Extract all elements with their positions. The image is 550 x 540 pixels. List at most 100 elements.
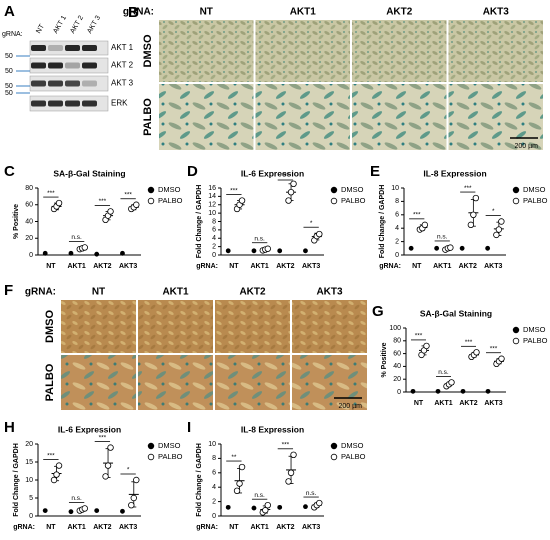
micrograph xyxy=(61,355,136,410)
lane-label: AKT 3 xyxy=(86,15,102,35)
micrograph xyxy=(255,20,350,82)
palbo-point xyxy=(447,244,454,251)
significance-label: n.s. xyxy=(306,490,317,497)
x-tick-label: AKT1 xyxy=(67,524,85,531)
dmso-point xyxy=(94,251,100,257)
palbo-point xyxy=(107,208,114,215)
panel-letter: D xyxy=(187,163,198,180)
y-tick-label: 80 xyxy=(25,185,33,192)
chart-title: SA-β-Gal Staining xyxy=(53,168,125,178)
y-tick-label: 20 xyxy=(25,441,33,448)
y-tick-label: 4 xyxy=(212,484,216,491)
y-tick-label: 60 xyxy=(393,350,401,357)
y-tick-label: 10 xyxy=(208,210,216,217)
significance-label: *** xyxy=(464,185,472,192)
legend-marker xyxy=(147,442,155,450)
palbo-point xyxy=(104,462,112,469)
significance-label: n.s. xyxy=(254,235,265,242)
row-label: DMSO xyxy=(142,34,154,67)
x-tick-label: AKT1 xyxy=(433,263,451,270)
legend-marker xyxy=(330,197,338,205)
size-marker: 50 xyxy=(5,90,13,97)
column-label: NT xyxy=(92,287,105,298)
micrograph xyxy=(448,20,543,82)
chart-title: IL-6 Expression xyxy=(58,424,121,434)
dmso-point xyxy=(42,250,48,256)
micrograph xyxy=(138,300,213,353)
x-tick-label: NT xyxy=(46,524,56,531)
x-prefix: gRNA: xyxy=(196,524,218,531)
panel-letter: H xyxy=(4,419,15,436)
gRNA-label: gRNA: xyxy=(25,287,56,298)
palbo-point xyxy=(55,462,63,469)
palbo-point xyxy=(238,463,246,471)
palbo-point xyxy=(472,194,480,202)
dmso-point xyxy=(485,245,491,251)
dmso-point xyxy=(225,248,231,254)
palbo-point xyxy=(423,342,430,350)
column-label: NT xyxy=(200,7,213,18)
y-axis-label: % Positive xyxy=(13,204,20,239)
palbo-point xyxy=(290,180,297,188)
x-tick-label: NT xyxy=(46,263,56,270)
y-tick-label: 40 xyxy=(393,363,401,370)
x-tick-label: AKT2 xyxy=(459,263,477,270)
palbo-point xyxy=(285,197,292,204)
y-tick-label: 4 xyxy=(212,235,216,242)
y-tick-label: 10 xyxy=(208,441,216,448)
significance-label: *** xyxy=(413,212,421,219)
band-label: AKT 2 xyxy=(111,61,134,70)
palbo-point xyxy=(107,444,114,451)
dmso-point xyxy=(277,504,283,510)
x-tick-label: AKT2 xyxy=(93,524,111,531)
dmso-point xyxy=(410,388,416,394)
x-tick-label: NT xyxy=(414,400,424,407)
dmso-point xyxy=(303,504,308,510)
chart-title: IL-8 Expression xyxy=(423,168,486,178)
y-axis-label: Fold Change / GAPDH xyxy=(196,185,203,259)
size-marker: 50 xyxy=(5,83,13,90)
legend-label: PALBO xyxy=(158,196,183,205)
significance-label: n.s. xyxy=(438,369,449,376)
blot-band xyxy=(82,62,97,69)
significance-label: *** xyxy=(124,191,132,198)
dmso-point xyxy=(68,250,74,256)
palbo-point xyxy=(50,476,58,484)
blot-band xyxy=(65,45,80,51)
y-tick-label: 4 xyxy=(395,225,399,232)
dmso-point xyxy=(435,388,441,394)
chart-title: SA-β-Gal Staining xyxy=(420,308,492,318)
legend-label: DMSO xyxy=(341,441,364,450)
palbo-point xyxy=(287,188,295,196)
dmso-point xyxy=(459,245,465,251)
blot-strip xyxy=(29,57,109,74)
y-tick-label: 10 xyxy=(25,477,33,484)
band-label: AKT 1 xyxy=(111,43,134,52)
palbo-point xyxy=(498,355,505,362)
palbo-point xyxy=(238,197,246,204)
significance-label: *** xyxy=(415,333,423,340)
y-tick-label: 0 xyxy=(29,252,33,259)
micrograph xyxy=(159,84,254,150)
x-tick-label: AKT1 xyxy=(250,524,268,531)
band-label: AKT 3 xyxy=(111,79,134,88)
micrograph xyxy=(292,355,367,410)
significance-label: * xyxy=(127,467,130,474)
palbo-point xyxy=(316,499,323,507)
chart-title: IL-6 Expression xyxy=(241,168,304,178)
significance-label: ** xyxy=(231,454,237,461)
micrograph xyxy=(448,84,543,150)
palbo-point xyxy=(285,478,292,485)
legend-marker xyxy=(512,197,520,205)
legend-marker xyxy=(512,326,520,334)
palbo-point xyxy=(264,245,271,252)
micrograph xyxy=(292,300,367,353)
y-axis-label: Fold Change / GAPDH xyxy=(196,443,203,517)
x-tick-label: AKT1 xyxy=(434,400,452,407)
lane-label: NT xyxy=(35,23,46,35)
legend-marker xyxy=(512,337,520,345)
blot-band xyxy=(48,62,63,69)
significance-label: *** xyxy=(99,198,107,205)
y-tick-label: 0 xyxy=(29,513,33,520)
blot-band xyxy=(82,45,97,51)
